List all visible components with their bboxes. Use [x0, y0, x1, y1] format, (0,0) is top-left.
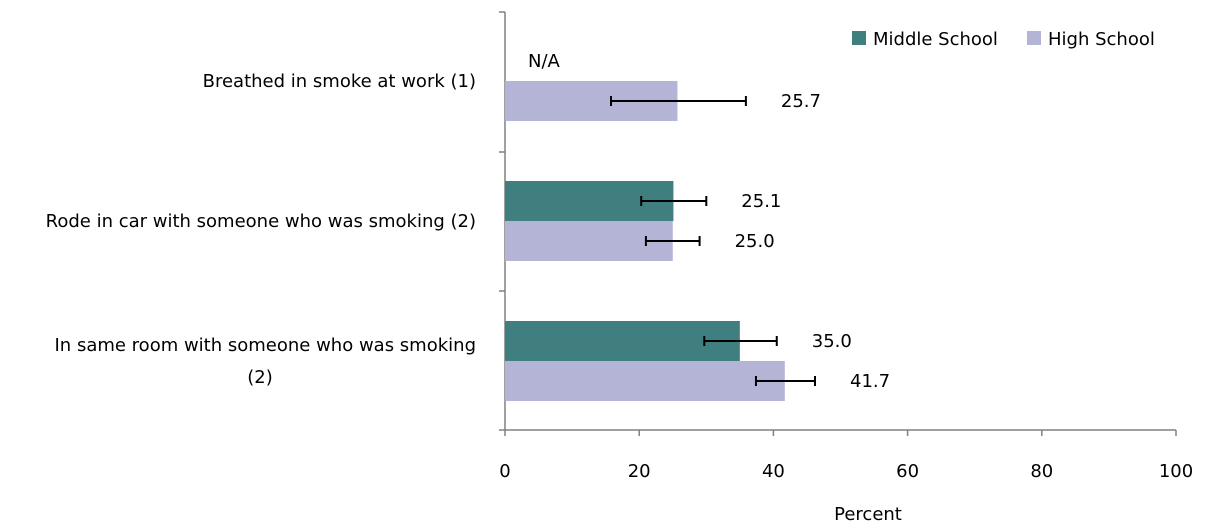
- x-tick-label: 60: [896, 461, 919, 482]
- legend-swatch: [1027, 31, 1041, 45]
- x-axis-title: Percent: [834, 504, 902, 525]
- data-label: 25.1: [741, 191, 781, 212]
- data-label: 25.0: [735, 231, 775, 252]
- data-label: 35.0: [812, 331, 852, 352]
- x-tick-label: 80: [1030, 461, 1053, 482]
- bars: [505, 81, 817, 401]
- data-label-na: N/A: [528, 51, 561, 72]
- category-label: Rode in car with someone who was smoking…: [46, 211, 476, 232]
- x-tick-label: 100: [1159, 461, 1193, 482]
- x-tick-label: 20: [628, 461, 651, 482]
- bar-high-school: [505, 361, 785, 401]
- bar-high-school: [505, 221, 673, 261]
- data-label: 25.7: [781, 91, 821, 112]
- legend-label: Middle School: [873, 29, 998, 50]
- labels: Breathed in smoke at work (1) Rode in car…: [46, 51, 890, 392]
- data-label: 41.7: [850, 371, 890, 392]
- x-tick-label: 0: [499, 461, 510, 482]
- legend: Middle School High School: [852, 29, 1155, 50]
- axes: 0 20 40 60 80 100: [499, 11, 1193, 482]
- x-tick-label: 40: [762, 461, 785, 482]
- legend-swatch: [852, 31, 866, 45]
- legend-label: High School: [1048, 29, 1155, 50]
- category-label: In same room with someone who was smokin…: [55, 335, 477, 388]
- category-label: Breathed in smoke at work (1): [203, 71, 476, 92]
- bar-middle-school: [505, 321, 740, 361]
